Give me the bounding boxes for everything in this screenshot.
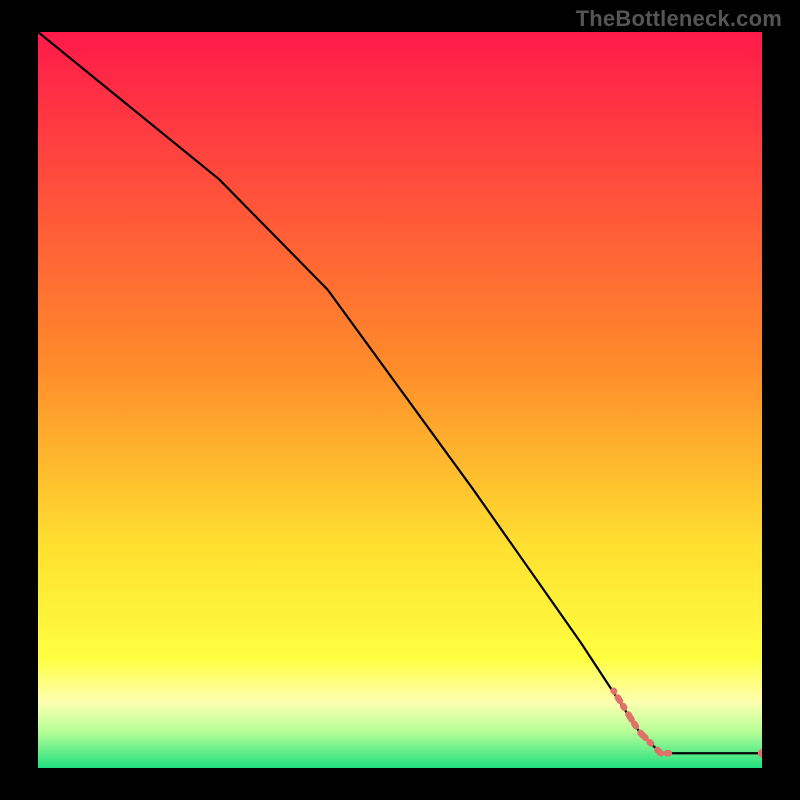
- page-root: TheBottleneck.com: [0, 0, 800, 800]
- chart-svg: [38, 32, 762, 768]
- chart-container: [38, 32, 762, 768]
- chart-background: [38, 32, 762, 768]
- watermark-text: TheBottleneck.com: [576, 6, 782, 32]
